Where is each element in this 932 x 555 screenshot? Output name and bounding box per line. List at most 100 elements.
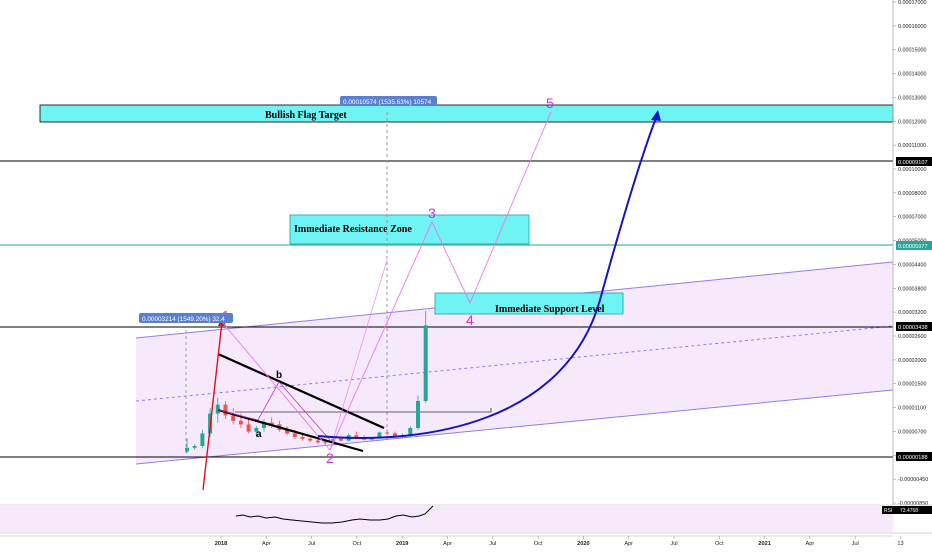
flag-label-b: b [276, 370, 282, 381]
time-axis[interactable]: 2018 Apr Jul Oct 2019 Apr Jul Oct 2020 Apr Jul Oct 2… [0, 535, 904, 547]
bullish-flag-target-label: Bullish Flag Target [265, 110, 347, 121]
time-tick-label: Apr [262, 541, 271, 547]
rsi-badge-bg [882, 506, 932, 514]
price-axis[interactable]: 0.00017000 0.00016000 0.00015000 0.00014000… [892, 0, 928, 507]
candle-body[interactable] [300, 437, 305, 439]
candle-body[interactable] [377, 432, 382, 438]
time-tick-label: Jul [670, 541, 677, 547]
candle-body[interactable] [423, 325, 428, 401]
parabolic-arc [317, 117, 657, 439]
wave-label-4: 4 [466, 312, 474, 328]
channel-lower-line [135, 389, 894, 465]
price-tick-label: 0.00003800 [898, 286, 926, 292]
candle-body[interactable] [269, 422, 274, 425]
wave-label-3: 3 [428, 205, 436, 221]
time-tick-label: Apr [624, 541, 633, 547]
price-tick-label: 0.00014000 [898, 72, 926, 78]
candle-body[interactable] [308, 438, 313, 441]
candle-body[interactable] [408, 428, 413, 436]
price-tick-label: 0.00008000 [898, 191, 926, 197]
price-tick-label: 0.00002600 [898, 334, 926, 340]
elliott-wave-path [221, 111, 552, 451]
price-badge-3: 0.00003438 [896, 322, 932, 331]
price-tick-label: 0.00010000 [898, 167, 926, 173]
time-tick-label: 2021 [758, 541, 770, 547]
candle-body[interactable] [254, 428, 259, 432]
time-tick-label: Apr [443, 541, 452, 547]
measure-badge-left-text: 0.00003214 (1549.20%) 32.4 [142, 316, 225, 323]
price-badge-1-bg [896, 157, 932, 166]
candle-body[interactable] [223, 404, 228, 416]
price-tick-label: 0.00011000 [898, 143, 926, 149]
rsi-pane-band [0, 506, 893, 532]
candle-body[interactable] [192, 446, 197, 448]
flag-zigzag [217, 381, 331, 441]
price-badge-4: 0.00000188 [896, 452, 932, 461]
support-level-label: Immediate Support Level [495, 304, 605, 315]
price-badge-2-bg [896, 241, 932, 250]
price-tick-label: 0.00007000 [898, 215, 926, 221]
channel-midline [135, 325, 894, 402]
price-tick-label: 0.00001100 [898, 406, 926, 412]
time-tick-label: Oct [715, 541, 724, 547]
rsi-line [235, 505, 434, 524]
measure-badge-top[interactable] [340, 96, 437, 106]
candle-body[interactable] [262, 422, 266, 428]
candle-body[interactable] [185, 447, 189, 452]
time-tick-label: Oct [353, 541, 362, 547]
time-tick-label: 13 [897, 541, 903, 547]
price-tick-label: -0.00000450 [898, 477, 928, 483]
candle-body[interactable] [200, 433, 205, 446]
price-tick-label: 0.00013000 [898, 95, 926, 101]
price-tick-label: 0.00002000 [898, 358, 926, 364]
candle-body[interactable] [339, 438, 343, 441]
price-tick-label: 0.00000700 [898, 429, 926, 435]
impulse-arrow-line [202, 321, 223, 491]
wave-label-5: 5 [546, 95, 554, 111]
price-badge-3-bg [896, 322, 932, 331]
candle-body[interactable] [246, 424, 251, 432]
candle-body[interactable] [215, 404, 220, 414]
price-badge-3-text: 0.00003438 [898, 325, 928, 331]
price-badge-1: 0.00009107 [896, 157, 932, 166]
price-tick-label: 0.00001500 [898, 382, 926, 388]
candle-body[interactable] [354, 435, 359, 437]
resistance-zone-box[interactable] [289, 214, 530, 245]
time-tick-label: 2018 [215, 541, 227, 547]
flag-upper-trendline [217, 352, 385, 430]
time-tick-label: Oct [534, 541, 543, 547]
candle-body[interactable] [238, 420, 243, 425]
candle-body[interactable] [315, 440, 320, 443]
candle-body[interactable] [416, 401, 420, 428]
candle-body[interactable] [292, 433, 297, 437]
price-badge-1-text: 0.00009107 [898, 160, 928, 166]
measure-badge-left[interactable] [139, 313, 233, 323]
price-tick-label: 0.00016000 [898, 24, 926, 30]
support-level-box[interactable] [434, 292, 624, 315]
candle-body[interactable] [231, 415, 236, 421]
time-tick-label: 2019 [396, 541, 408, 547]
time-tick-label: Jul [852, 541, 859, 547]
flag-label-a: a [256, 429, 262, 440]
price-tick-label: 0.00003200 [898, 310, 926, 316]
candle-body[interactable] [323, 441, 328, 443]
wave-connector [329, 259, 388, 451]
bullish-flag-target-zone[interactable] [39, 104, 894, 123]
parabolic-arrow-head [651, 110, 661, 121]
measure-badge-top-text: 0.00010574 (1535.63%) 10574 [343, 99, 432, 106]
time-tick-label: 2020 [577, 541, 589, 547]
resistance-zone-label: Immediate Resistance Zone [294, 224, 412, 235]
price-tick-label: -0.00000850 [898, 501, 928, 507]
rsi-badge-label: RSI [884, 508, 892, 514]
candle-body[interactable] [331, 438, 336, 442]
candle-body[interactable] [392, 433, 397, 437]
time-tick-label: Apr [806, 541, 815, 547]
flag-lower-trendline [217, 408, 364, 453]
candle-body[interactable] [285, 429, 290, 434]
price-tick-label: 0.00012000 [898, 119, 926, 125]
wave-label-2: 2 [326, 450, 334, 466]
price-badge-2-text: 0.00005977 [898, 244, 928, 250]
candle-body[interactable] [385, 432, 390, 434]
